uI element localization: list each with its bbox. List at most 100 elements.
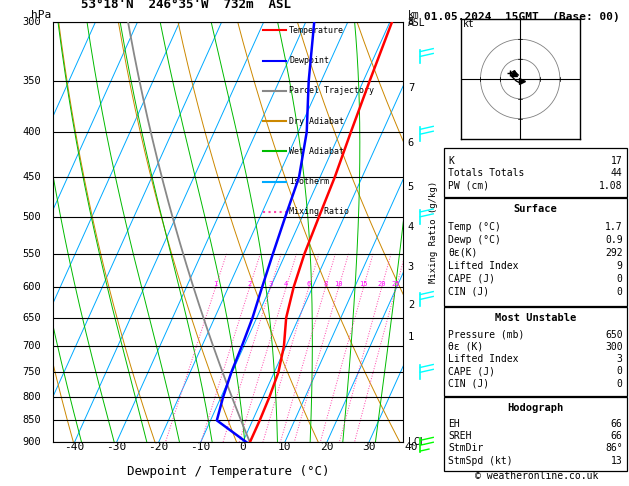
Text: 0: 0 [240,442,246,452]
Text: Surface: Surface [513,204,557,214]
Text: PW (cm): PW (cm) [448,181,489,191]
Text: 66: 66 [611,419,623,429]
Text: Totals Totals: Totals Totals [448,168,525,178]
Text: 1: 1 [213,281,218,287]
Text: Lifted Index: Lifted Index [448,354,519,364]
Text: CAPE (J): CAPE (J) [448,274,495,284]
Text: 3: 3 [408,262,414,273]
Text: kt: kt [463,19,474,29]
Text: 400: 400 [23,127,42,137]
Text: 350: 350 [23,76,42,86]
Text: 7: 7 [408,84,414,93]
Text: Dry Adiabat: Dry Adiabat [289,117,344,125]
Text: θε (K): θε (K) [448,342,484,352]
Text: -10: -10 [191,442,211,452]
Text: 700: 700 [23,341,42,351]
Text: 53°18'N  246°35'W  732m  ASL: 53°18'N 246°35'W 732m ASL [81,0,291,11]
Text: 300: 300 [605,342,623,352]
Text: 650: 650 [605,330,623,340]
Text: 550: 550 [23,249,42,259]
Text: CIN (J): CIN (J) [448,379,489,389]
Bar [444,198,627,306]
Text: 40: 40 [404,442,418,452]
Text: 66: 66 [611,431,623,441]
Text: 8: 8 [408,17,414,27]
Text: Temperature: Temperature [289,26,344,35]
Text: 2: 2 [248,281,252,287]
Text: 3: 3 [616,354,623,364]
Text: 1: 1 [408,331,414,342]
Text: Hodograph: Hodograph [508,403,564,413]
Text: CAPE (J): CAPE (J) [448,366,495,377]
Text: Lifted Index: Lifted Index [448,260,519,271]
Text: 20: 20 [320,442,333,452]
Text: Dewpoint / Temperature (°C): Dewpoint / Temperature (°C) [127,466,329,478]
Text: 800: 800 [23,392,42,402]
Text: -40: -40 [64,442,85,452]
Text: km: km [408,10,420,20]
Text: 500: 500 [23,212,42,222]
Bar [444,307,627,396]
Text: 292: 292 [605,248,623,258]
Text: 86°: 86° [605,443,623,453]
Text: 10: 10 [335,281,343,287]
Text: 4: 4 [284,281,288,287]
Text: 10: 10 [278,442,292,452]
Text: 6: 6 [408,138,414,148]
Text: 0: 0 [616,366,623,377]
Text: Wet Adiabat: Wet Adiabat [289,147,344,156]
Text: 1.7: 1.7 [605,222,623,232]
Text: 600: 600 [23,282,42,292]
Text: 0: 0 [616,274,623,284]
Text: Dewpoint: Dewpoint [289,56,329,65]
Text: 17: 17 [611,156,623,166]
Text: ASL: ASL [408,18,425,28]
Text: Mixing Ratio: Mixing Ratio [289,208,349,216]
Text: Parcel Trajectory: Parcel Trajectory [289,87,374,95]
Text: 650: 650 [23,312,42,323]
Text: EH: EH [448,419,460,429]
Text: Pressure (mb): Pressure (mb) [448,330,525,340]
Text: -20: -20 [148,442,169,452]
Text: 25: 25 [392,281,401,287]
Text: 9: 9 [616,260,623,271]
Text: Isotherm: Isotherm [289,177,329,186]
Text: 4: 4 [408,222,414,232]
Text: 300: 300 [23,17,42,27]
Text: StmDir: StmDir [448,443,484,453]
Text: 30: 30 [362,442,376,452]
Text: 1.08: 1.08 [599,181,623,191]
Text: 0: 0 [616,379,623,389]
Text: 20: 20 [377,281,386,287]
Text: 0: 0 [616,287,623,297]
Text: 44: 44 [611,168,623,178]
Text: 900: 900 [23,437,42,447]
Text: Dewp (°C): Dewp (°C) [448,235,501,245]
Text: K: K [448,156,454,166]
Text: θε(K): θε(K) [448,248,477,258]
Text: 750: 750 [23,367,42,378]
Text: LCL: LCL [408,437,425,447]
Text: CIN (J): CIN (J) [448,287,489,297]
Text: StmSpd (kt): StmSpd (kt) [448,455,513,466]
Text: 0.9: 0.9 [605,235,623,245]
Text: SREH: SREH [448,431,472,441]
Text: Temp (°C): Temp (°C) [448,222,501,232]
Bar [444,148,627,197]
Text: 15: 15 [359,281,368,287]
Text: Mixing Ratio (g/kg): Mixing Ratio (g/kg) [430,181,438,283]
Text: 13: 13 [611,455,623,466]
Text: 850: 850 [23,416,42,425]
Text: 6: 6 [307,281,311,287]
Text: Most Unstable: Most Unstable [495,313,576,323]
Text: 3: 3 [269,281,273,287]
Text: 450: 450 [23,172,42,182]
Text: © weatheronline.co.uk: © weatheronline.co.uk [475,471,598,481]
Text: 8: 8 [323,281,328,287]
Text: hPa: hPa [31,10,52,20]
Text: -30: -30 [106,442,126,452]
Bar [444,397,627,471]
Text: 01.05.2024  15GMT  (Base: 00): 01.05.2024 15GMT (Base: 00) [423,12,620,22]
Text: 5: 5 [408,182,414,192]
Text: 2: 2 [408,299,414,310]
